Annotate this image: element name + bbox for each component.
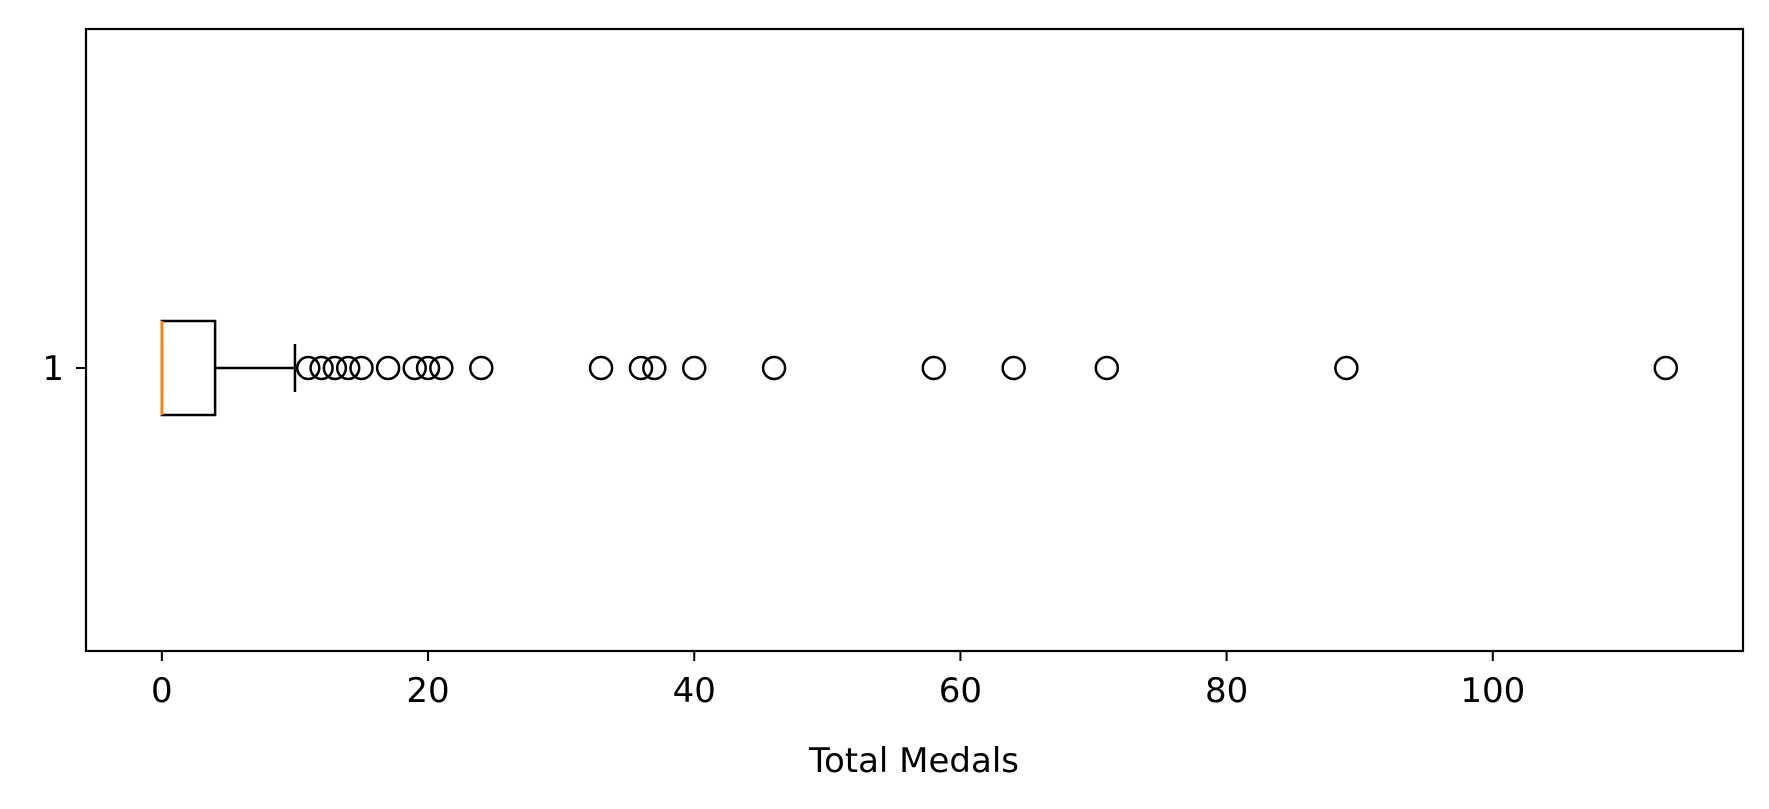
x-axis-label: Total Medals xyxy=(808,741,1019,781)
outlier-point xyxy=(415,355,441,381)
outlier-point xyxy=(1334,355,1359,381)
x-tick-label: 40 xyxy=(673,671,716,711)
plot-area xyxy=(86,29,1743,651)
outlier-point xyxy=(402,355,427,381)
x-tick-label: 80 xyxy=(1205,671,1248,711)
outlier-point xyxy=(375,355,401,381)
outlier-point xyxy=(1653,355,1679,381)
chart-axes: 0 20 40 60 80 100 1 xyxy=(42,349,1525,711)
outlier-point xyxy=(921,355,947,381)
outlier-point xyxy=(349,355,374,381)
x-tick-label: 100 xyxy=(1460,671,1525,711)
plot-frame xyxy=(84,27,1745,653)
outlier-point xyxy=(681,355,707,381)
chart-marks xyxy=(160,319,1679,417)
x-tick-label: 20 xyxy=(406,671,449,711)
outlier-point xyxy=(1094,355,1120,381)
outlier-point xyxy=(628,355,654,381)
outlier-point xyxy=(322,355,348,381)
x-tick-label: 60 xyxy=(939,671,982,711)
outlier-point xyxy=(429,355,454,381)
outlier-point xyxy=(335,355,361,381)
outlier-point xyxy=(296,355,321,381)
outlier-point xyxy=(309,355,334,381)
outlier-point xyxy=(588,355,614,381)
x-tick-label: 0 xyxy=(151,671,173,711)
y-tick-label: 1 xyxy=(42,349,64,389)
outlier-point xyxy=(642,355,667,381)
outlier-point xyxy=(761,355,787,381)
outlier-point xyxy=(1001,355,1026,381)
outlier-point xyxy=(469,355,494,381)
